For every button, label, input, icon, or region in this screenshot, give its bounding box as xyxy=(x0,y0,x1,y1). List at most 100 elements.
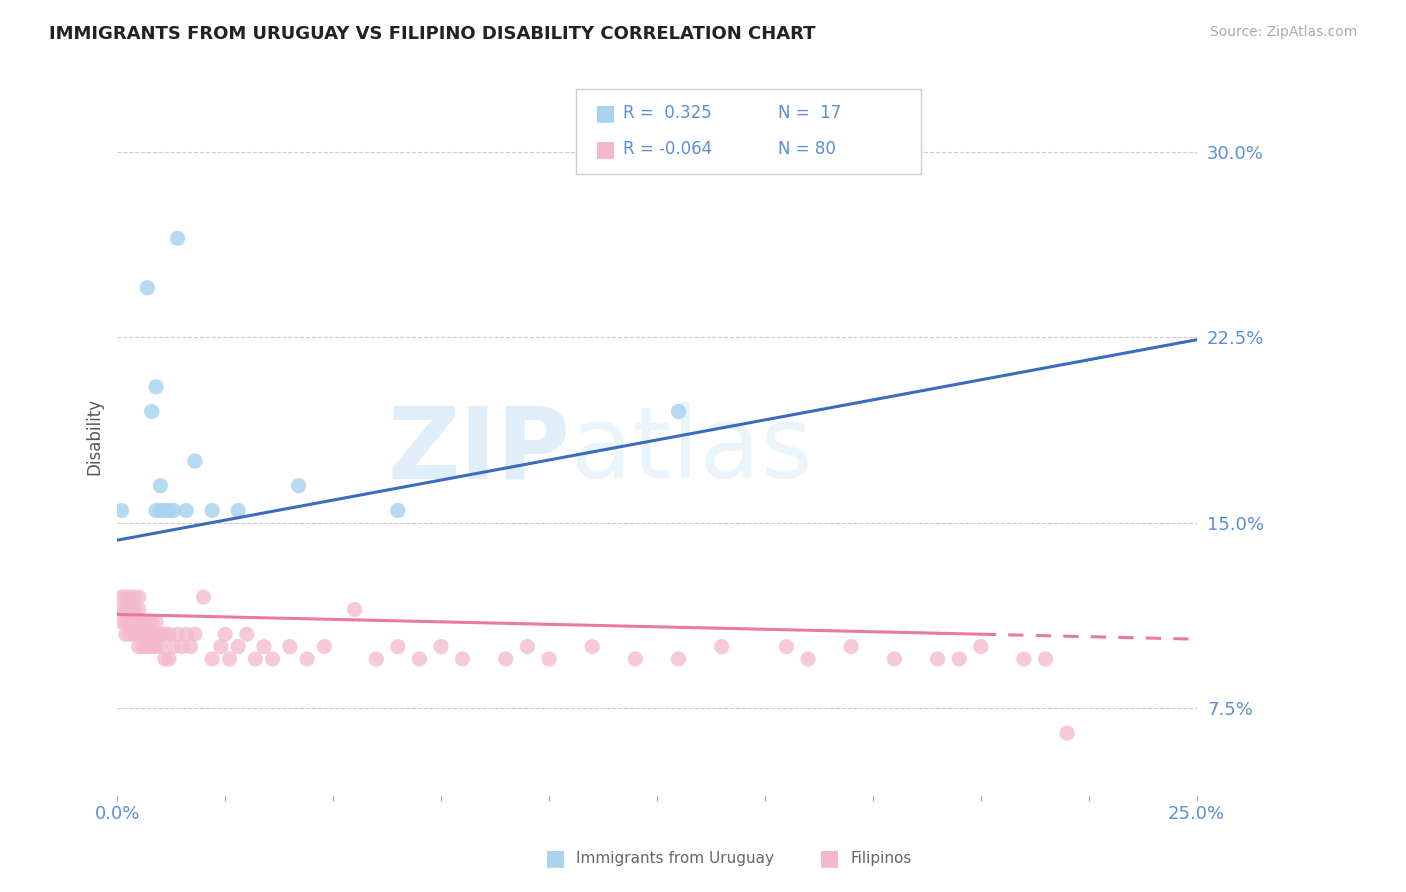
Point xyxy=(408,652,430,666)
Point xyxy=(184,454,207,468)
Text: N =  17: N = 17 xyxy=(778,104,841,122)
Point xyxy=(170,640,193,654)
Point xyxy=(174,627,197,641)
Point xyxy=(1012,652,1035,666)
Point xyxy=(797,652,820,666)
Text: ■: ■ xyxy=(595,103,616,123)
Point xyxy=(430,640,453,654)
Point xyxy=(226,640,249,654)
Point xyxy=(184,627,207,641)
Point xyxy=(124,590,146,604)
Point xyxy=(174,503,197,517)
Point xyxy=(927,652,949,666)
Point xyxy=(145,503,167,517)
Point xyxy=(145,627,167,641)
Text: IMMIGRANTS FROM URUGUAY VS FILIPINO DISABILITY CORRELATION CHART: IMMIGRANTS FROM URUGUAY VS FILIPINO DISA… xyxy=(49,25,815,43)
Point xyxy=(141,640,163,654)
Point xyxy=(162,640,184,654)
Point xyxy=(110,590,132,604)
Point xyxy=(149,503,172,517)
Text: N = 80: N = 80 xyxy=(778,140,835,158)
Point xyxy=(153,503,176,517)
Point xyxy=(136,281,159,295)
Point xyxy=(149,640,172,654)
Point xyxy=(668,652,690,666)
Point xyxy=(145,615,167,629)
Point xyxy=(114,615,136,629)
Point xyxy=(166,231,188,245)
Point xyxy=(149,479,172,493)
Text: atlas: atlas xyxy=(571,402,813,500)
Point xyxy=(193,590,215,604)
Point xyxy=(180,640,202,654)
Point xyxy=(262,652,284,666)
Point xyxy=(149,627,172,641)
Point xyxy=(128,602,150,616)
Point xyxy=(136,640,159,654)
Text: R =  0.325: R = 0.325 xyxy=(623,104,711,122)
Point xyxy=(124,615,146,629)
Point xyxy=(235,627,257,641)
Point xyxy=(948,652,970,666)
Point xyxy=(624,652,647,666)
Point xyxy=(253,640,276,654)
Text: ■: ■ xyxy=(820,848,839,868)
Point xyxy=(145,380,167,394)
Point xyxy=(124,627,146,641)
Point xyxy=(1056,726,1078,740)
Point xyxy=(120,602,142,616)
Point xyxy=(710,640,733,654)
Point xyxy=(295,652,318,666)
Y-axis label: Disability: Disability xyxy=(86,398,103,475)
Point xyxy=(245,652,267,666)
Point xyxy=(495,652,517,666)
Point xyxy=(153,627,176,641)
Point xyxy=(537,652,560,666)
Text: ■: ■ xyxy=(546,848,565,868)
Point xyxy=(1035,652,1057,666)
Point xyxy=(114,590,136,604)
Point xyxy=(970,640,993,654)
Point xyxy=(114,602,136,616)
Point xyxy=(128,615,150,629)
Point xyxy=(839,640,862,654)
Point xyxy=(278,640,301,654)
Text: ■: ■ xyxy=(595,139,616,159)
Point xyxy=(668,404,690,418)
Point xyxy=(120,627,142,641)
Point xyxy=(201,503,224,517)
Point xyxy=(120,590,142,604)
Point xyxy=(120,615,142,629)
Point xyxy=(166,627,188,641)
Point xyxy=(110,615,132,629)
Point xyxy=(218,652,240,666)
Point xyxy=(162,503,184,517)
Point xyxy=(132,627,155,641)
Point xyxy=(516,640,538,654)
Text: ZIP: ZIP xyxy=(388,402,571,500)
Point xyxy=(128,640,150,654)
Point xyxy=(128,590,150,604)
Point xyxy=(136,627,159,641)
Point xyxy=(775,640,797,654)
Point xyxy=(145,640,167,654)
Point xyxy=(132,640,155,654)
Point xyxy=(287,479,309,493)
Point xyxy=(157,503,180,517)
Point xyxy=(201,652,224,666)
Point xyxy=(124,602,146,616)
Point xyxy=(581,640,603,654)
Point xyxy=(387,503,409,517)
Point xyxy=(883,652,905,666)
Text: Filipinos: Filipinos xyxy=(851,851,912,865)
Text: R = -0.064: R = -0.064 xyxy=(623,140,711,158)
Point xyxy=(110,503,132,517)
Point xyxy=(110,602,132,616)
Point xyxy=(209,640,232,654)
Text: Source: ZipAtlas.com: Source: ZipAtlas.com xyxy=(1209,25,1357,39)
Point xyxy=(157,627,180,641)
Point xyxy=(314,640,336,654)
Point xyxy=(366,652,388,666)
Point xyxy=(226,503,249,517)
Point xyxy=(132,615,155,629)
